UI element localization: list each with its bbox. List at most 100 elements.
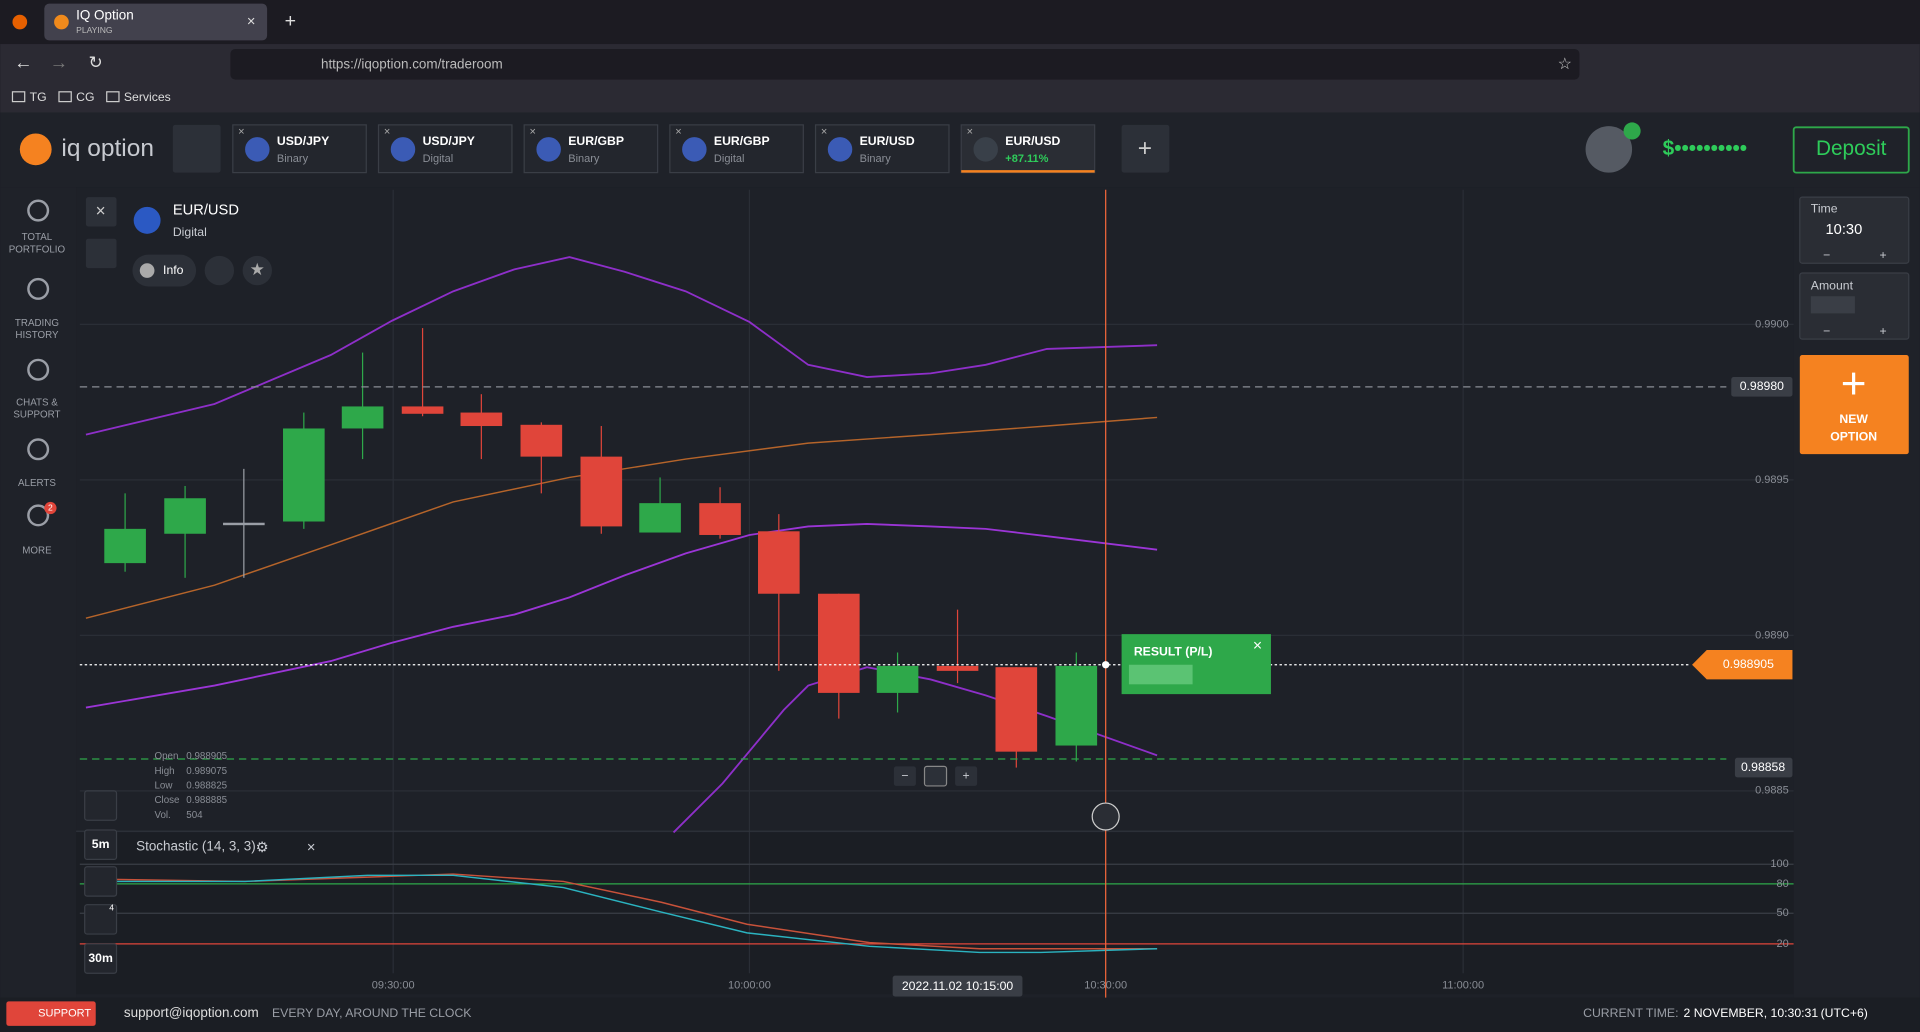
url-bar[interactable] xyxy=(230,48,1580,80)
new-option-plus: + xyxy=(1841,359,1867,408)
add-asset[interactable] xyxy=(1121,124,1170,173)
time-minus[interactable]: − xyxy=(1823,248,1830,262)
support-label: SUPPORT xyxy=(38,1008,91,1020)
candle-body xyxy=(520,424,563,457)
time-label: 09:30:00 xyxy=(372,979,415,991)
tool-button[interactable] xyxy=(84,829,118,861)
alert-button[interactable] xyxy=(204,255,235,286)
asset-tab-kind: Digital xyxy=(714,153,745,165)
sidebar-icon[interactable] xyxy=(27,358,50,381)
ohlc-value: 0.988905 xyxy=(186,751,227,762)
candle-body xyxy=(460,412,503,427)
logo: iq option xyxy=(61,135,154,162)
tool-button[interactable] xyxy=(84,943,118,974)
result-label: RESULT (P/L) xyxy=(1134,645,1213,659)
amount-plus[interactable]: + xyxy=(1879,324,1886,338)
time-field[interactable] xyxy=(1799,196,1910,264)
bookmarks: TG CG Services xyxy=(11,90,171,104)
bookmark[interactable]: Services xyxy=(124,90,171,104)
zoom-out[interactable] xyxy=(893,766,916,786)
candle-body xyxy=(164,498,206,534)
ohlc-label: Open xyxy=(154,751,178,762)
amount-minus[interactable]: − xyxy=(1823,324,1830,338)
tool-button[interactable] xyxy=(84,866,118,897)
sidebar-icon[interactable] xyxy=(27,199,50,222)
close-icon: × xyxy=(96,200,106,220)
asset-tab-name: EUR/USD xyxy=(860,134,915,148)
alert-low-tag xyxy=(1734,757,1793,778)
tool-button[interactable] xyxy=(84,790,118,821)
new-option-button[interactable] xyxy=(1799,355,1909,455)
support-email[interactable]: support@iqoption.com xyxy=(124,1005,259,1020)
asset-tab-name: EUR/GBP xyxy=(568,134,624,148)
info-button[interactable] xyxy=(132,254,197,287)
deposit-button[interactable] xyxy=(1792,126,1910,174)
candle-body xyxy=(699,503,741,535)
asset-tab-close[interactable]: × xyxy=(821,126,827,138)
close-chart[interactable] xyxy=(85,197,117,227)
asset-tab-close[interactable]: × xyxy=(967,126,973,138)
time-plus[interactable]: + xyxy=(1879,248,1886,262)
bookmark-star[interactable]: ☆ xyxy=(1558,56,1572,73)
support-button[interactable] xyxy=(6,1001,96,1026)
asset-tab-close[interactable]: × xyxy=(530,126,536,138)
asset-tab-close[interactable]: × xyxy=(384,126,390,138)
ohlc-label: Close xyxy=(154,795,179,806)
badge xyxy=(44,501,57,515)
folder-icon xyxy=(11,91,26,103)
indicator-settings[interactable]: ⚙ xyxy=(256,840,269,856)
bookmark[interactable]: CG xyxy=(76,90,94,104)
asset-tabs: USD/JPY Binary × USD/JPY Digital × EUR/GBP Bina… xyxy=(232,124,1096,174)
ohlc-value: 0.988885 xyxy=(186,795,227,806)
zoom-center[interactable] xyxy=(923,765,948,787)
bookmark[interactable]: TG xyxy=(30,90,47,104)
result-close[interactable]: × xyxy=(1253,638,1262,655)
folder-icon xyxy=(106,91,120,103)
zoom-in[interactable] xyxy=(955,766,978,786)
tool-button[interactable] xyxy=(84,904,118,935)
url: https://iqoption.com/traderoom xyxy=(321,56,503,71)
grid-button[interactable] xyxy=(172,124,221,173)
tab[interactable] xyxy=(44,3,268,41)
result-blur xyxy=(1128,664,1193,685)
ohlc-label: Low xyxy=(154,781,173,792)
asset-tab-kind: Digital xyxy=(423,153,454,165)
current-price-tag xyxy=(1692,650,1793,680)
stoch-label: 80 xyxy=(1777,878,1789,890)
back[interactable]: ← xyxy=(14,52,32,73)
sidebar-label: PORTFOLIO xyxy=(9,244,66,255)
candle-body xyxy=(580,456,623,527)
reload[interactable]: ↻ xyxy=(89,52,103,72)
indicator-remove[interactable]: × xyxy=(307,840,316,856)
tab-close[interactable]: × xyxy=(247,14,256,30)
add-asset-icon: + xyxy=(1138,135,1152,162)
tab-subtitle: PLAYING xyxy=(76,25,113,35)
sidebar-icon[interactable] xyxy=(27,504,50,527)
current-price: 0.988905 xyxy=(1723,657,1774,671)
asset-name[interactable]: EUR/USD xyxy=(173,202,239,218)
amount-blur xyxy=(1810,296,1855,314)
timezone: (UTC+6) xyxy=(1821,1006,1868,1020)
favorite-button[interactable] xyxy=(242,255,272,286)
asset-tab-close[interactable]: × xyxy=(675,126,681,138)
time-label: Time xyxy=(1811,202,1838,216)
avatar[interactable] xyxy=(1585,126,1633,173)
cursor-time-tag xyxy=(892,975,1023,997)
sidebar-icon[interactable] xyxy=(27,277,50,300)
balance[interactable]: $•••••••••• xyxy=(1663,137,1747,160)
ohlc-value: 0.988825 xyxy=(186,781,227,792)
price-label: 0.9885 xyxy=(1755,785,1789,797)
price-label: 0.9895 xyxy=(1755,474,1789,486)
zoom-in-icon: + xyxy=(963,768,970,782)
new-option-line2: OPTION xyxy=(1830,429,1877,443)
time-value: 10:30 xyxy=(1826,222,1863,238)
info-icon xyxy=(139,263,155,278)
time-label: 11:00:00 xyxy=(1442,979,1484,991)
forward[interactable]: → xyxy=(50,52,68,73)
collapse[interactable] xyxy=(85,238,117,269)
stoch-label: 100 xyxy=(1770,858,1788,870)
asset-tab-close[interactable]: × xyxy=(238,126,244,138)
sidebar-icon[interactable] xyxy=(27,438,50,461)
new-tab[interactable]: + xyxy=(285,10,296,32)
